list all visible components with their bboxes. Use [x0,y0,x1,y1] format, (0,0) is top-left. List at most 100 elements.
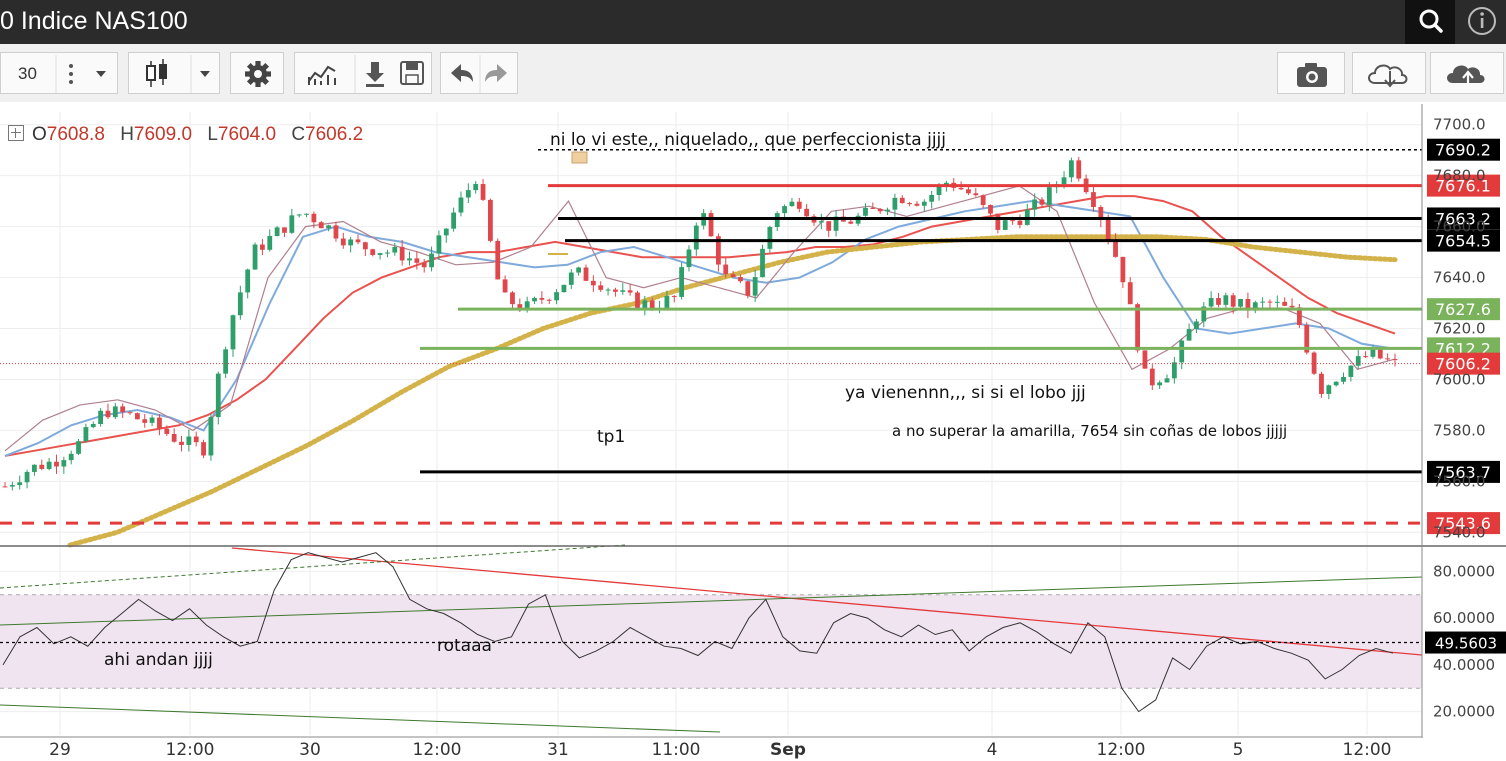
redo-icon[interactable] [485,64,507,82]
candle-body [892,197,898,210]
candle-body [296,214,302,216]
candle-body [1032,199,1038,210]
candle-body [1245,298,1251,311]
candle-body [495,240,501,280]
x-tick-label: 29 [49,740,71,760]
candle-body [921,201,927,206]
price-chart[interactable]: 7690.27676.17663.27654.57627.67612.27606… [0,102,1506,761]
candle-body [112,406,118,418]
settings-button[interactable] [230,52,284,94]
candle-body [796,201,802,209]
candle-body [1076,160,1082,179]
candle-body [1061,177,1067,185]
candle-body [568,272,574,285]
candle-body [818,221,824,223]
candle-body [885,209,890,212]
x-tick-label: 12:00 [1097,740,1146,760]
level-label-bg [1427,138,1500,161]
candle-body [995,213,1001,230]
candle-body [980,195,986,206]
y-tick-label: 7680.0 [1433,167,1486,185]
tools-group [294,52,432,94]
candle-body [789,201,795,207]
x-tick-label: 12:00 [413,740,462,760]
candle-body [554,292,559,301]
candle-body [686,249,692,268]
low-label: L [207,124,218,145]
level-label: 7563.7 [1435,463,1491,482]
candle-body [17,482,23,486]
high-label: H [120,124,134,145]
candle-body [620,290,626,292]
candle-body [252,244,258,270]
candle-body [679,267,685,297]
low-value: 7604.0 [217,124,277,145]
candle-body [304,213,309,215]
candle-body [90,424,96,428]
rsi-trendline-green [0,576,1423,626]
candle-body [399,246,405,261]
title-bar: 0 Indice NAS100 [0,0,1506,44]
info-icon [1468,7,1496,35]
candle-body [289,215,295,233]
close-label: C [291,124,306,145]
page-title: 0 Indice NAS100 [0,7,188,35]
candle-body [1296,307,1302,326]
marker-box [571,151,588,164]
candle-body [1039,199,1045,205]
candle-body [752,277,758,296]
candle-body [627,290,633,293]
candle-body [863,207,868,216]
candle-body [98,410,104,425]
info-button[interactable] [1466,5,1498,37]
candle-body [24,471,30,483]
save-icon[interactable] [400,61,424,85]
candle-body [730,274,736,278]
interval-selector[interactable]: 30 [0,52,118,94]
open-value: 7608.8 [46,124,105,145]
load-chart-button[interactable] [1352,52,1426,94]
publish-chart-button[interactable] [1430,52,1504,94]
y-tick-label: 7700.0 [1433,116,1486,134]
candle-body [1370,348,1376,357]
candle-body [1238,298,1243,307]
candlestick-icon [146,59,167,87]
chart-type-button[interactable] [128,52,220,94]
download-icon[interactable] [366,62,384,87]
candle-body [848,221,854,224]
candle-body [179,441,184,445]
candle-body [1282,301,1288,306]
chart-type-controls [146,55,210,93]
level-label: 7543.6 [1435,514,1491,533]
candle-body [318,222,324,229]
candle-body [877,208,883,212]
search-button[interactable] [1405,0,1455,44]
candle-body [414,258,420,263]
candle-body [230,315,236,350]
undo-icon[interactable] [451,64,473,82]
candle-body [723,264,729,275]
candle-body [1017,220,1023,225]
more-vert-icon [69,64,73,84]
rsi-band [0,594,1422,689]
candle-body [833,216,839,231]
candle-body [311,213,317,223]
expand-legend-icon[interactable] [8,125,24,141]
level-label-bg [1427,298,1500,321]
dropdown-arrow-icon [200,71,210,77]
candle-body [1113,239,1118,257]
candle-body [1105,219,1111,240]
moving-average-line [4,185,1396,452]
indicators-icon[interactable] [308,65,336,85]
ohlc-legend: O7608.8 H7609.0 L7604.0 C7606.2 [8,124,363,146]
osc-tick-label: 40.0000 [1433,656,1495,674]
candle-body [1164,378,1170,383]
history-group [440,52,518,94]
candle-body [598,285,604,290]
candle-body [1341,376,1346,382]
candle-body [83,427,89,442]
candle-body [804,208,810,217]
screenshot-button[interactable] [1277,52,1345,94]
candle-body [157,417,162,429]
candle-body [436,235,442,254]
